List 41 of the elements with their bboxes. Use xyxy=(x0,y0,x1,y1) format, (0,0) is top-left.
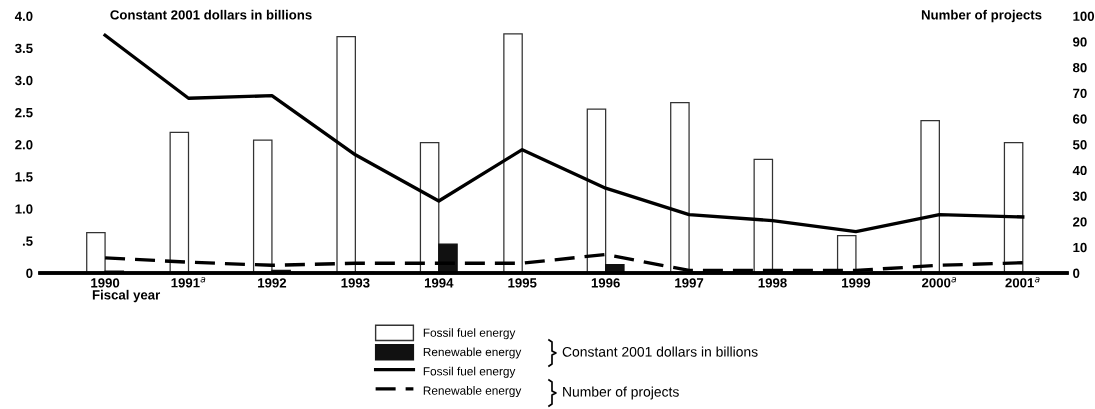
y2-tick-label: 30 xyxy=(1072,191,1087,201)
y2-tick-label: 90 xyxy=(1073,37,1087,47)
x-tick-label: 2000$^{a}$ xyxy=(922,277,957,288)
y-tick-label: 4.0 xyxy=(14,11,33,21)
y2-tick-label: 40 xyxy=(1072,165,1087,176)
text: Number of projects xyxy=(563,386,679,400)
y2-tick-label: 100 xyxy=(1073,11,1095,21)
y-tick-label: 1.5 xyxy=(15,172,33,182)
y-tick-label: .5 xyxy=(22,236,33,246)
legend-label: Fossil fuel energy xyxy=(423,366,516,378)
x-tick-label: 2001$^{a}$ xyxy=(1005,277,1040,288)
y2-axis-title: Number of projects xyxy=(921,9,1042,23)
y2-tick-label: 20 xyxy=(1073,217,1087,227)
y-tick-label: 3.0 xyxy=(15,75,33,86)
x-tick-label: 1993 xyxy=(341,278,370,288)
y-axis-title: Constant 2001 dollars in billions xyxy=(110,9,312,20)
y-tick-label: 1.0 xyxy=(15,204,33,214)
x-tick-label: 1996 xyxy=(591,278,620,288)
x-tick-label: 1992 xyxy=(258,278,287,288)
y-tick-label: 0 xyxy=(26,268,33,278)
x-tick-label: 1991$^{a}$ xyxy=(171,277,206,288)
y2-tick-label: 80 xyxy=(1072,62,1087,73)
x-tick-label: 1990 xyxy=(91,278,120,288)
legend-label: Renewable energy xyxy=(423,386,522,398)
legend-label: Renewable energy xyxy=(423,347,522,359)
y2-tick-label: 10 xyxy=(1073,242,1087,253)
x-tick-label: 1994 xyxy=(424,278,454,288)
y2-tick-label: 60 xyxy=(1073,114,1087,124)
legend-label: Fossil fuel energy xyxy=(423,328,516,340)
y2-tick-label: 0 xyxy=(1073,268,1080,278)
x-axis-title: Fiscal year xyxy=(92,289,161,303)
y-tick-label: 2.5 xyxy=(15,107,33,118)
x-tick-label: 1999 xyxy=(842,278,871,288)
x-tick-label: 1997 xyxy=(675,278,704,288)
x-tick-label: 1995 xyxy=(508,278,537,288)
y-tick-label: 3.5 xyxy=(15,43,33,54)
y2-tick-label: 70 xyxy=(1073,88,1087,99)
y2-tick-label: 50 xyxy=(1072,140,1087,150)
y-tick-label: 2.0 xyxy=(15,140,33,150)
x-tick-label: 1998 xyxy=(758,278,787,288)
text: Constant 2001 dollars in billions xyxy=(562,346,758,357)
